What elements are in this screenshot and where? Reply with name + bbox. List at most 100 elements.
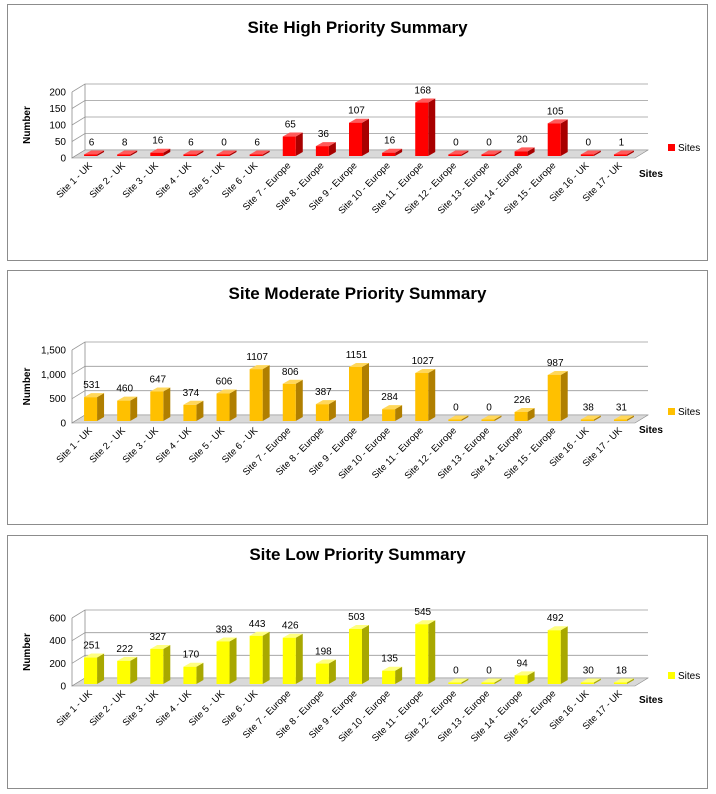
data-label: 31 [616, 403, 628, 414]
y-tick-label: 150 [49, 104, 66, 115]
bar-top [315, 659, 336, 664]
bar [547, 119, 568, 156]
data-label: 6 [254, 138, 260, 149]
bar-side [527, 147, 535, 156]
bar-side [428, 369, 436, 421]
data-label: 6 [89, 138, 95, 149]
bar-front [249, 635, 263, 684]
bar-top [415, 620, 436, 625]
bar-top [183, 400, 204, 405]
bar [580, 678, 601, 684]
bar-front [150, 648, 164, 684]
bar-side [395, 666, 403, 684]
bar-top [216, 150, 237, 155]
data-label: 170 [183, 650, 200, 661]
bar [249, 150, 270, 156]
y-axis-label: Number [22, 633, 33, 671]
bar-front [514, 151, 528, 156]
bar-top [117, 150, 138, 155]
bar-top [349, 118, 369, 123]
bar-front [613, 419, 627, 421]
bar-front [282, 637, 296, 684]
bar [150, 387, 171, 421]
data-label: 606 [216, 377, 233, 388]
legend-label: Sites [678, 407, 700, 418]
legend: Sites [668, 671, 700, 682]
data-label: 443 [249, 619, 266, 630]
bar-front [481, 682, 495, 684]
bar-side [229, 150, 237, 156]
bar-front [514, 412, 528, 421]
bar-side [494, 678, 502, 684]
bar-side [328, 659, 336, 684]
bar-side [626, 150, 634, 156]
moderate-priority-chart: Site Moderate Priority Summary 0 500 1,000 1… [22, 284, 700, 482]
bar-front [481, 419, 495, 421]
data-label: 0 [453, 138, 459, 149]
bar [183, 150, 204, 156]
bar-top [183, 150, 204, 155]
chart-title: Site High Priority Summary [247, 18, 468, 37]
bar-front [547, 374, 561, 421]
bar-front [315, 404, 329, 421]
data-label: 492 [547, 613, 564, 624]
data-label: 222 [116, 644, 133, 655]
bar-top [448, 415, 469, 420]
bar-top [514, 408, 535, 413]
bar [150, 148, 171, 156]
bar-top [382, 405, 403, 410]
bar-front [315, 146, 329, 156]
bar-side [295, 379, 303, 421]
bar-top [150, 387, 171, 392]
bar-side [593, 678, 601, 684]
bar-side [196, 662, 204, 684]
bar-top [547, 626, 568, 631]
bar-front [514, 675, 528, 684]
bar-top [183, 662, 204, 667]
bar [514, 408, 535, 421]
high-priority-chart-panel: Site High Priority Summary 0 50 100 150 200 Nu… [7, 4, 708, 261]
data-label: 226 [514, 395, 531, 406]
y-tick-label: 200 [49, 659, 66, 670]
data-label: 503 [348, 612, 365, 623]
data-label: 105 [547, 106, 564, 117]
bar-front [382, 409, 396, 421]
bar [349, 362, 369, 421]
high-priority-chart: Site High Priority Summary050100150200Nu… [22, 18, 700, 217]
legend: Sites [668, 143, 700, 154]
data-label: 251 [83, 641, 100, 652]
bar-top [282, 379, 303, 384]
gridline [71, 83, 648, 93]
bar-top [547, 119, 568, 124]
data-label: 327 [149, 632, 166, 643]
data-label: 460 [116, 384, 133, 395]
y-tick-label: 500 [49, 394, 66, 405]
data-label: 0 [586, 138, 592, 149]
moderate-priority-chart-panel: Site Moderate Priority Summary 0 500 1,000 1… [7, 270, 708, 525]
bar-side [262, 631, 270, 684]
bar-side [461, 150, 469, 156]
y-axis-label: Number [22, 106, 33, 144]
bar [84, 393, 105, 421]
bar-side [395, 148, 403, 156]
bar [315, 659, 336, 684]
bar-top [580, 150, 601, 155]
bar-front [216, 393, 230, 421]
bar-top [448, 678, 469, 683]
bar [249, 365, 270, 421]
bar [481, 150, 502, 156]
data-label: 0 [453, 666, 459, 677]
bar [415, 369, 436, 421]
bar-front [415, 373, 429, 421]
bar-front [382, 670, 396, 684]
bar-front [282, 383, 296, 421]
y-tick-label: 200 [49, 88, 66, 99]
bar-front [183, 154, 197, 156]
bar-top [216, 389, 237, 394]
bar-side [461, 678, 469, 684]
data-label: 0 [221, 138, 227, 149]
bar-top [315, 142, 336, 147]
bar-side [560, 626, 568, 684]
bar [216, 150, 237, 156]
bar-side [428, 98, 436, 156]
